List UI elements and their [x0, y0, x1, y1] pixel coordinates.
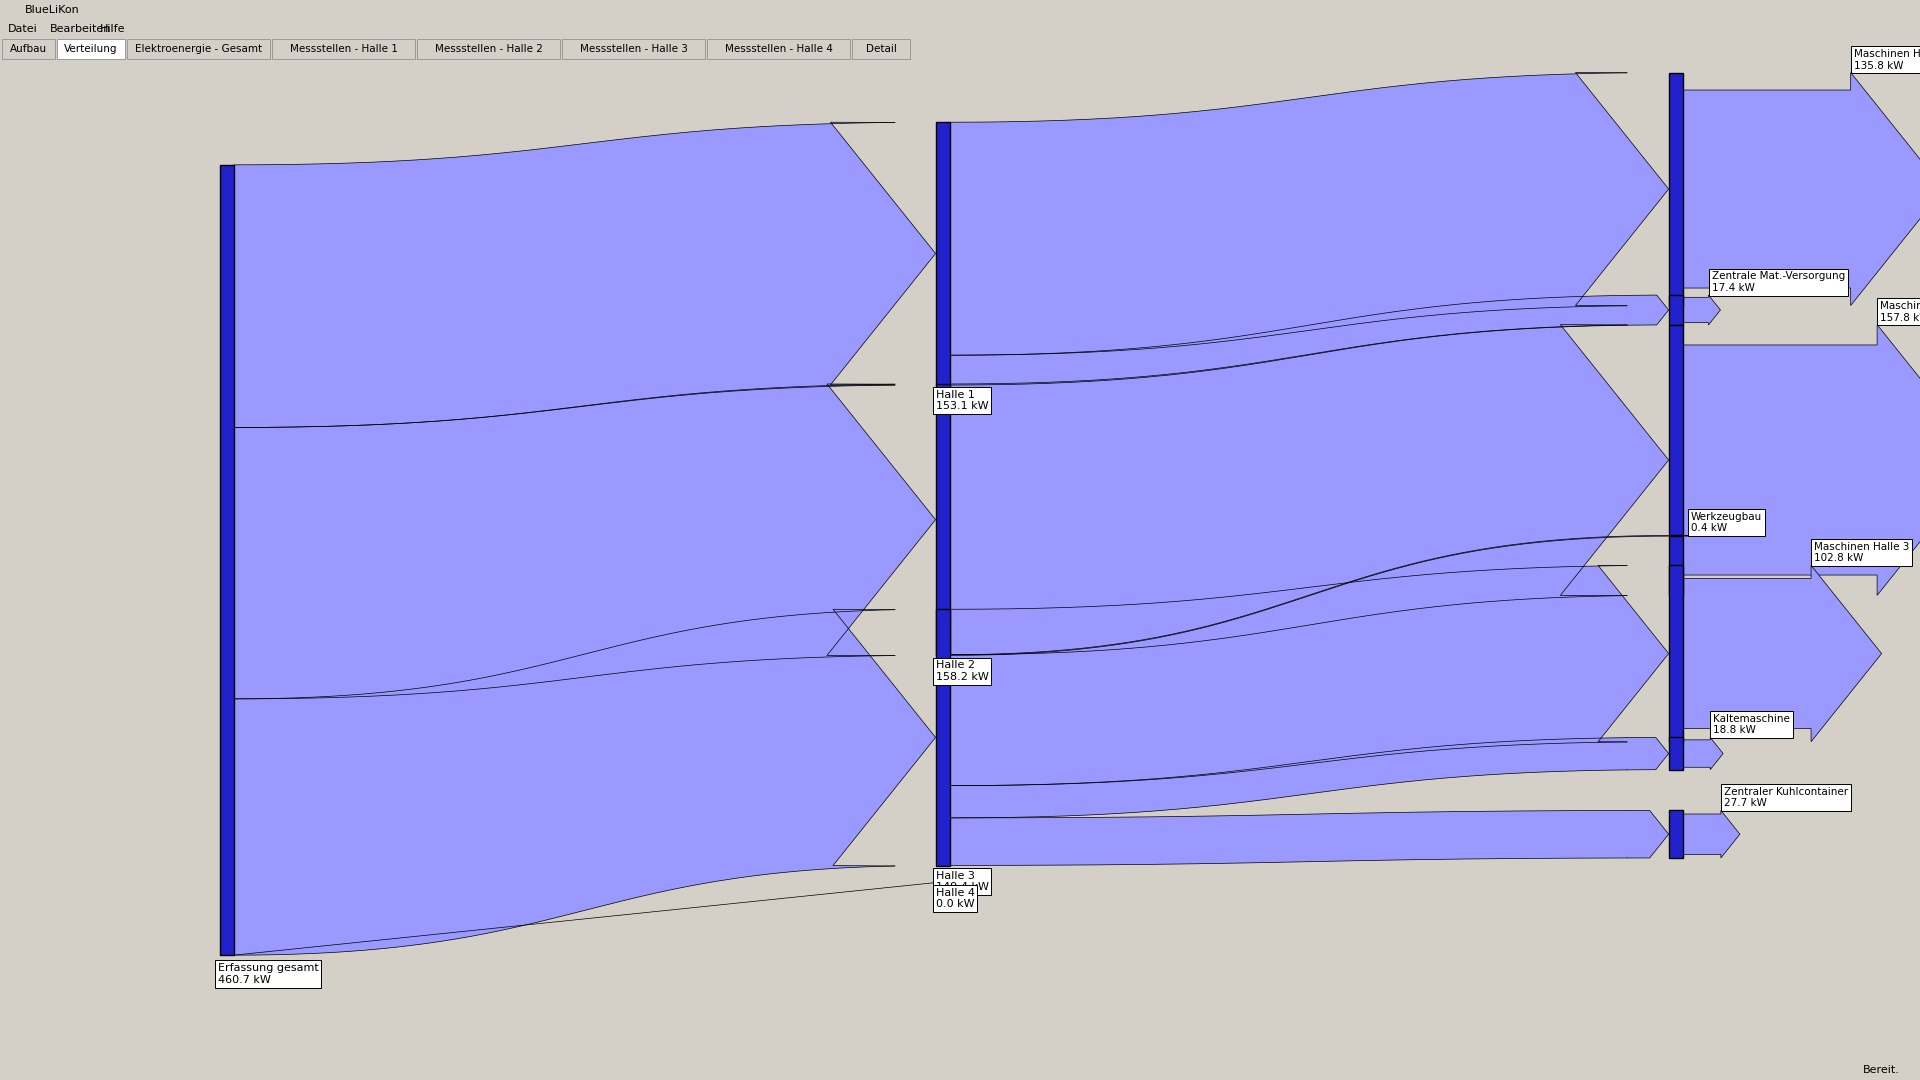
FancyArrow shape — [1682, 738, 1722, 770]
Polygon shape — [950, 738, 1668, 818]
Text: Zentraler Kuhlcontainer
27.7 kW: Zentraler Kuhlcontainer 27.7 kW — [1724, 787, 1849, 809]
Text: Halle 1
153.1 kW: Halle 1 153.1 kW — [935, 390, 989, 411]
Polygon shape — [950, 536, 1668, 656]
Bar — [58, 39, 125, 59]
Bar — [1668, 295, 1682, 325]
Polygon shape — [950, 565, 1668, 785]
Polygon shape — [950, 325, 1668, 654]
FancyArrow shape — [1682, 810, 1740, 858]
Text: Halle 4
0.0 kW: Halle 4 0.0 kW — [935, 888, 975, 909]
FancyArrow shape — [1682, 72, 1920, 306]
Text: Maschinen Halle 1
135.8 kW: Maschinen Halle 1 135.8 kW — [1853, 49, 1920, 70]
Text: Messstellen - Halle 4: Messstellen - Halle 4 — [724, 44, 833, 54]
Bar — [935, 384, 950, 656]
Bar — [935, 122, 950, 384]
Bar — [273, 39, 415, 59]
Text: Hilfe: Hilfe — [100, 24, 125, 33]
Bar — [417, 39, 561, 59]
Polygon shape — [234, 122, 935, 428]
Text: Elektroenergie - Gesamt: Elektroenergie - Gesamt — [134, 44, 261, 54]
Bar — [935, 609, 950, 865]
Polygon shape — [950, 72, 1668, 355]
Bar — [707, 39, 851, 59]
Text: Kaltemaschine
18.8 kW: Kaltemaschine 18.8 kW — [1713, 714, 1789, 735]
Text: Werkzeugbau
0.4 kW: Werkzeugbau 0.4 kW — [1692, 512, 1763, 534]
FancyArrow shape — [1682, 325, 1920, 595]
FancyArrow shape — [1682, 295, 1720, 325]
Text: Messstellen - Halle 3: Messstellen - Halle 3 — [580, 44, 687, 54]
Text: Bereit.: Bereit. — [1862, 1065, 1901, 1075]
Bar — [2, 39, 56, 59]
Bar — [1668, 565, 1682, 742]
FancyArrow shape — [1682, 565, 1882, 742]
Polygon shape — [950, 295, 1668, 386]
Text: BlueLiKon: BlueLiKon — [25, 5, 81, 15]
Bar — [1668, 810, 1682, 858]
Bar — [1668, 72, 1682, 306]
Polygon shape — [950, 810, 1668, 865]
Text: Messstellen - Halle 2: Messstellen - Halle 2 — [434, 44, 543, 54]
Bar — [563, 39, 705, 59]
Bar — [221, 165, 234, 955]
Text: Messstellen - Halle 1: Messstellen - Halle 1 — [290, 44, 397, 54]
Bar — [852, 39, 910, 59]
Text: Maschinen Halle 3
102.8 kW: Maschinen Halle 3 102.8 kW — [1814, 542, 1908, 564]
Polygon shape — [234, 609, 935, 955]
Text: Datei: Datei — [8, 24, 38, 33]
Text: Halle 3
149.4 kW: Halle 3 149.4 kW — [935, 870, 989, 892]
Bar — [1668, 738, 1682, 770]
Bar — [127, 39, 271, 59]
Bar — [1668, 325, 1682, 595]
Text: Verteilung: Verteilung — [63, 44, 117, 54]
Text: Aufbau: Aufbau — [10, 44, 48, 54]
Polygon shape — [234, 384, 935, 699]
Text: Bearbeiten: Bearbeiten — [50, 24, 111, 33]
Text: Detail: Detail — [866, 44, 897, 54]
Text: Erfassung gesamt
460.7 kW: Erfassung gesamt 460.7 kW — [219, 963, 319, 985]
Text: Halle 2
158.2 kW: Halle 2 158.2 kW — [935, 660, 989, 681]
Text: Maschinen Halle 2
157.8 kW: Maschinen Halle 2 157.8 kW — [1880, 301, 1920, 323]
Text: Zentrale Mat.-Versorgung
17.4 kW: Zentrale Mat.-Versorgung 17.4 kW — [1711, 271, 1845, 293]
